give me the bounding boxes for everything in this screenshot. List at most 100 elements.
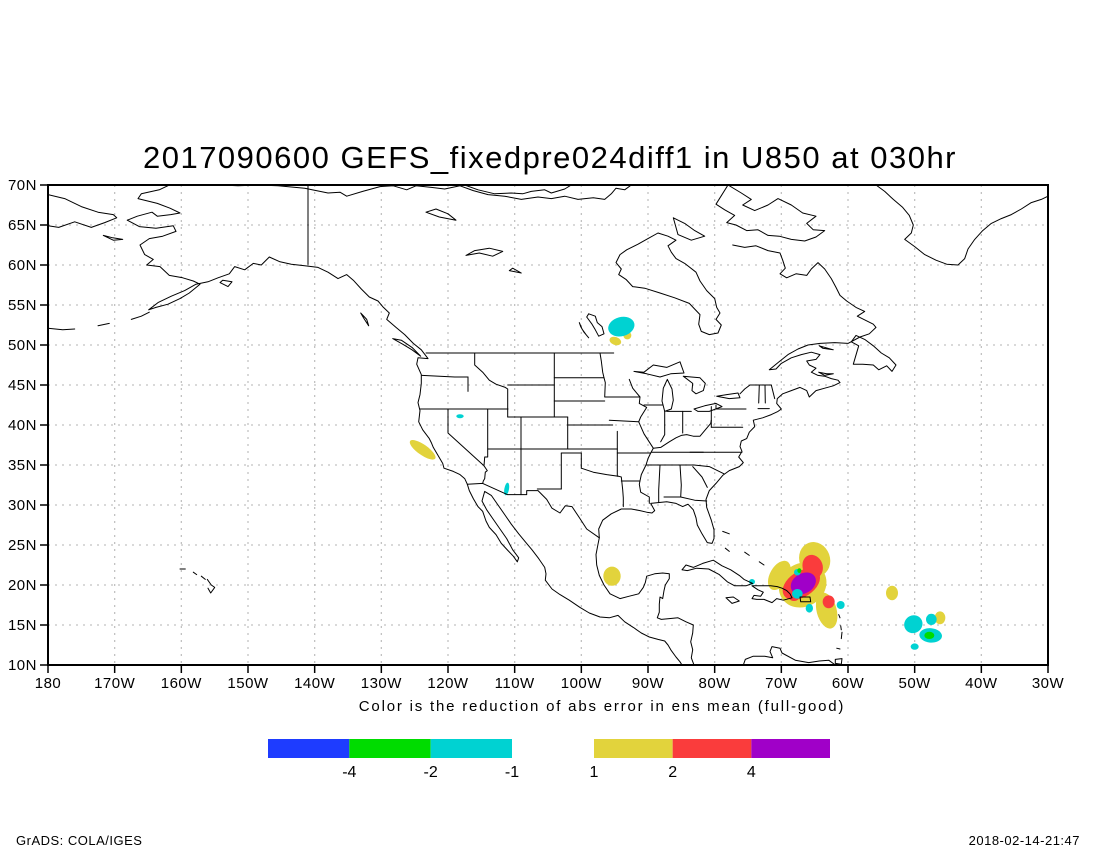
coastline-aleutians-1 xyxy=(48,327,76,331)
lat-tick-label: 20N xyxy=(8,577,37,594)
colorbar: -4 -2 -1 1 2 4 xyxy=(268,739,830,781)
colorbar-segment-blue xyxy=(268,739,350,758)
lat-tick-label: 10N xyxy=(8,657,37,674)
plot-title: 2017090600 GEFS_fixedpre024diff1 in U850… xyxy=(143,140,957,175)
coastline-antilles-1 xyxy=(838,614,841,619)
border-il-in xyxy=(660,410,666,443)
coastline-lake-superior xyxy=(633,361,685,378)
anomaly-region-cyan xyxy=(926,613,937,626)
border-ohio-river xyxy=(652,419,712,449)
colorbar-label: 2 xyxy=(668,764,677,781)
coastline-antilles-3 xyxy=(840,631,843,640)
coastline-prince-edward-island xyxy=(818,371,834,376)
coastline-hispaniola xyxy=(751,585,793,604)
colorbar-label: 4 xyxy=(747,764,756,781)
coastline-jamaica xyxy=(725,596,740,604)
anomaly-region-red xyxy=(822,595,835,609)
anomaly-region-cyan xyxy=(792,589,803,599)
border-mn-ia xyxy=(603,377,641,398)
anomaly-region-cyan xyxy=(749,579,755,585)
colorbar-caption: Color is the reduction of abs error in e… xyxy=(359,698,845,715)
coastline-arctic-coast xyxy=(220,185,632,200)
border-tx-la xyxy=(617,475,624,508)
border-mn-wi xyxy=(628,378,641,398)
coastline-antilles-4 xyxy=(836,647,841,650)
colorbar-segment-purple xyxy=(751,739,830,758)
coastline-greenland xyxy=(875,185,1048,266)
border-ga-sc xyxy=(692,466,708,488)
coastline-hawaii-3 xyxy=(200,575,206,580)
coastline-bahamas-1 xyxy=(722,530,730,535)
coastline-alaska-northwest xyxy=(126,185,181,221)
coastline-kodiak-island xyxy=(219,279,233,288)
coastline-great-slave-lake xyxy=(465,247,504,257)
coastline-lake-erie xyxy=(693,402,723,412)
lat-tick-label: 65N xyxy=(8,217,37,234)
lat-tick-label: 70N xyxy=(8,177,37,194)
footer-left: GrADS: COLA/IGES xyxy=(16,833,142,848)
coastline-great-bear-lake xyxy=(425,208,457,221)
lon-tick-label: 150W xyxy=(227,675,269,692)
border-nh-me xyxy=(770,384,776,400)
lon-tick-label: 100W xyxy=(561,675,603,692)
lon-tick-label: 140W xyxy=(294,675,336,692)
border-al-ga xyxy=(679,464,682,498)
border-ca-nv xyxy=(447,408,488,484)
coastline-antilles-2 xyxy=(840,625,842,631)
coastline-atlantic-gulf-caribbean-coast xyxy=(595,244,877,665)
anomaly-region-yellow xyxy=(609,336,622,346)
coastline-lake-ontario xyxy=(716,392,741,400)
lat-tick-label: 30N xyxy=(8,497,37,514)
coastline-hawaii-4 xyxy=(206,578,216,594)
coastline-border-layer xyxy=(48,185,1048,665)
lat-tick-label: 50N xyxy=(8,337,37,354)
grid-layer xyxy=(48,185,1048,665)
lon-tick-label: 60W xyxy=(832,675,865,692)
coastline-puerto-rico xyxy=(799,596,812,603)
lon-tick-label: 30W xyxy=(1032,675,1065,692)
lon-tick-label: 170W xyxy=(94,675,136,692)
colorbar-segment-red xyxy=(672,739,752,758)
axis-tick-layer xyxy=(40,184,1049,673)
lat-tick-label: 25N xyxy=(8,537,37,554)
lon-tick-label: 110W xyxy=(495,675,535,692)
anomaly-region-cyan xyxy=(456,414,464,419)
lon-tick-label: 120W xyxy=(427,675,469,692)
coastline-aleutians-3 xyxy=(130,311,150,320)
coastline-vancouver-island xyxy=(392,338,422,357)
anomaly-region-yellow xyxy=(886,585,898,601)
colorbar-label: -1 xyxy=(505,764,519,781)
lon-tick-label: 70W xyxy=(765,675,798,692)
lat-tick-label: 60N xyxy=(8,257,37,274)
coastline-cuba xyxy=(681,559,754,587)
coastline-southampton-island xyxy=(672,217,706,241)
axis-label-layer: 180 170W 160W 150W 140W 130W 120W 110W 100W 90W 80… xyxy=(8,177,1065,692)
anomaly-region-cyan xyxy=(910,643,919,650)
coastline-anticosti-island xyxy=(818,345,834,351)
border-mo-ia xyxy=(608,419,640,423)
anomaly-region-cyan xyxy=(805,603,813,613)
lon-tick-label: 180 xyxy=(35,675,62,692)
border-fl-n2 xyxy=(680,496,708,502)
anomaly-region-purple xyxy=(790,572,816,595)
coastline-chukotka xyxy=(48,194,118,228)
footer-right: 2018-02-14-21:47 xyxy=(969,833,1080,848)
anomaly-region-cyan xyxy=(904,615,923,634)
coastline-south-america xyxy=(742,646,836,665)
lon-tick-label: 40W xyxy=(965,675,998,692)
anomaly-region-yellow xyxy=(603,566,621,586)
anomaly-region-cyan xyxy=(504,482,510,496)
colorbar-label: -4 xyxy=(342,764,356,781)
lat-tick-label: 45N xyxy=(8,377,37,394)
coastline-lake-huron xyxy=(682,375,706,395)
coastline-lake-winnipegosis xyxy=(578,322,590,339)
lat-tick-label: 55N xyxy=(8,297,37,314)
coastline-newfoundland xyxy=(850,334,897,372)
lat-tick-label: 15N xyxy=(8,617,37,634)
lat-tick-label: 35N xyxy=(8,457,37,474)
coastline-baffin-island xyxy=(715,185,826,242)
anomaly-region-yellow xyxy=(409,440,436,460)
coastline-lake-winnipeg xyxy=(586,313,605,337)
colorbar-segment-green xyxy=(349,739,431,758)
